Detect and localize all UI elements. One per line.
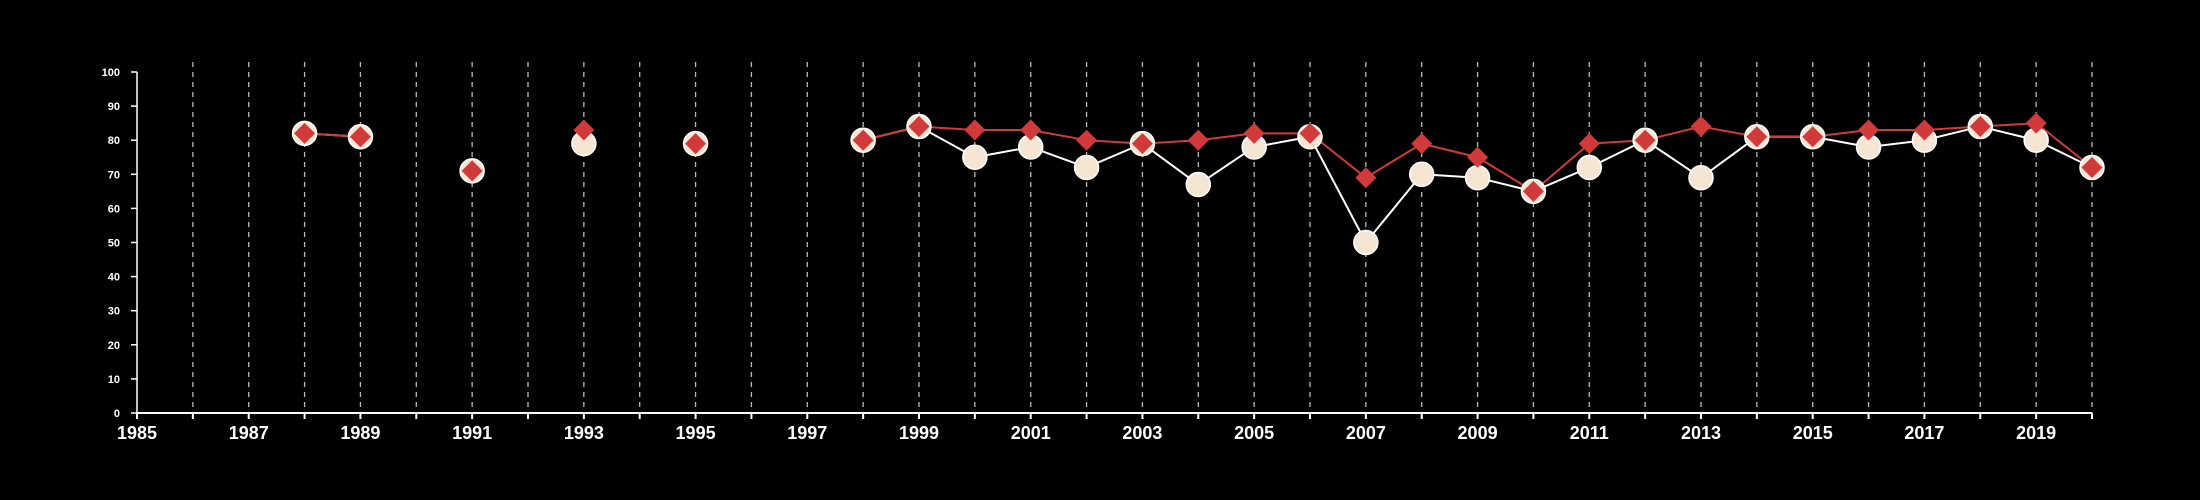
circle-point-2004 [1185,171,1212,198]
diamond-point-2006 [1299,122,1321,144]
diamond-point-1991 [461,160,483,182]
circle-point-2002 [1073,154,1100,181]
x-tick-label-2009: 2009 [1458,423,1498,443]
diamond-point-1999 [908,116,930,138]
x-tick-label-1999: 1999 [899,423,939,443]
diamond-point-1993 [573,119,595,141]
axes: 1985 1987 1989 1991 1993 1995 1997 1999 2001 2003… [102,67,2093,443]
x-tick-label-2011: 2011 [1570,423,1609,443]
diamond-point-1989 [349,126,371,148]
diamond-point-1988 [294,122,316,144]
diamond-point-2019 [2025,112,2047,134]
y-tick-label-40: 40 [108,272,120,284]
diamond-point-2011 [1578,133,1600,155]
diamond-point-2010 [1522,180,1544,202]
y-tick-label-80: 80 [108,135,120,147]
x-tick-label-2007: 2007 [1346,423,1386,443]
diamond-point-2002 [1076,129,1098,151]
diamond-point-2009 [1467,146,1489,168]
diamond-point-2000 [964,119,986,141]
y-tick-label-70: 70 [108,169,120,181]
diamond-point-1998 [852,129,874,151]
x-tick-label-2003: 2003 [1122,423,1162,443]
y-tick-label-10: 10 [108,374,120,386]
y-tick-label-100: 100 [102,67,120,79]
diamond-point-2014 [1746,126,1768,148]
x-tick-label-2001: 2001 [1011,423,1051,443]
diamond-point-2004 [1187,129,1209,151]
circle-point-2009 [1464,164,1491,191]
diamond-point-2007 [1355,167,1377,189]
y-tick-label-90: 90 [108,101,120,113]
x-tick-label-2013: 2013 [1681,423,1721,443]
x-tick-label-2019: 2019 [2016,423,2056,443]
circle-point-2011 [1576,154,1603,181]
x-tick-label-1995: 1995 [676,423,716,443]
y-tick-label-50: 50 [108,238,120,250]
x-tick-label-1993: 1993 [564,423,604,443]
diamond-point-2005 [1243,122,1265,144]
circle-point-2008 [1408,161,1435,188]
y-tick-label-20: 20 [108,340,120,352]
x-tick-label-1987: 1987 [229,423,269,443]
diamond-point-2018 [1969,116,1991,138]
circle-point-2007 [1353,229,1379,256]
x-tick-label-1989: 1989 [340,423,380,443]
y-tick-label-0: 0 [114,408,120,420]
diamond-point-2020 [2081,156,2103,178]
circle-point-2013 [1688,164,1714,191]
x-tick-label-1997: 1997 [787,423,827,443]
diamond-point-2013 [1690,116,1712,138]
diamond-point-2016 [1858,119,1880,141]
diamond-point-2003 [1131,133,1153,155]
data-markers [291,112,2105,256]
diamond-point-2015 [1802,126,1824,148]
diamond-point-2012 [1634,129,1656,151]
y-tick-label-30: 30 [108,306,120,318]
circle-point-2000 [962,144,988,170]
y-tick-label-60: 60 [108,203,120,215]
diamond-point-2017 [1913,119,1935,141]
x-tick-label-1991: 1991 [452,423,492,443]
diamond-point-1995 [685,133,707,155]
x-tick-label-2017: 2017 [1904,423,1944,443]
x-tick-label-2005: 2005 [1234,423,1274,443]
diamond-point-2001 [1020,119,1042,141]
grid-lines [192,62,2093,413]
x-tick-label-1985: 1985 [117,423,157,443]
x-tick-label-2015: 2015 [1793,423,1833,443]
diamond-point-2008 [1411,133,1433,155]
